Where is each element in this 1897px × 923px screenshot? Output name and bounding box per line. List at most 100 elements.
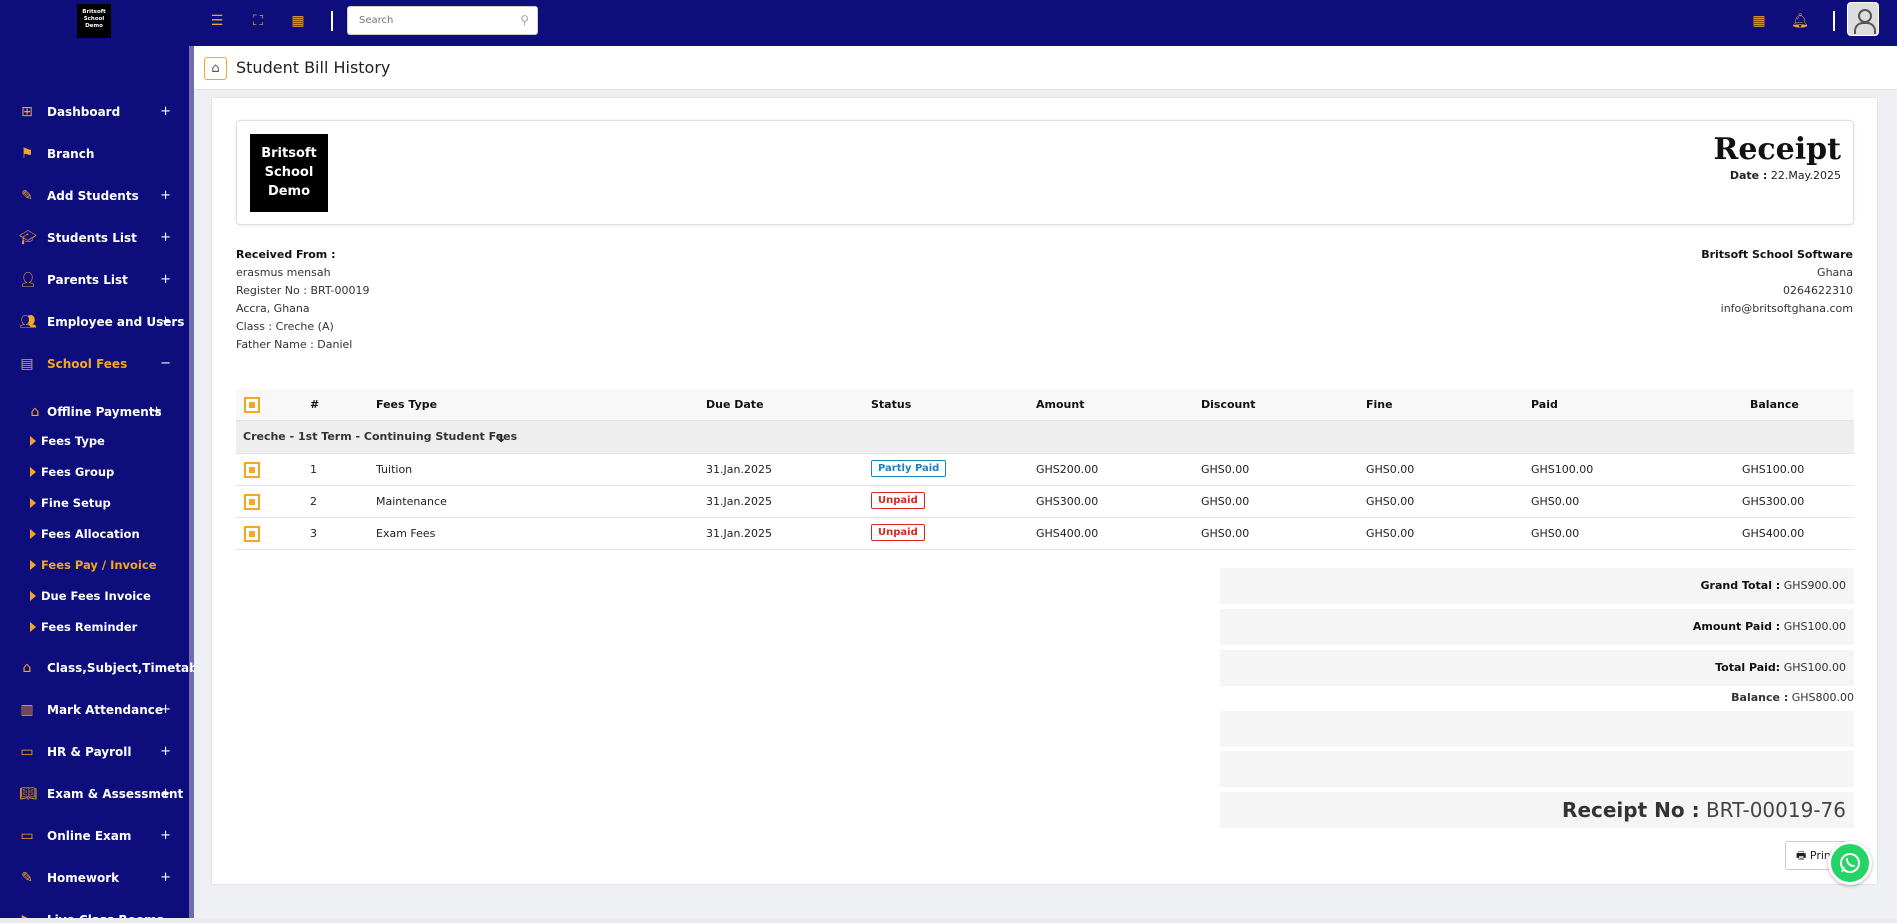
- student-name: erasmus mensah: [236, 266, 331, 279]
- row-fees-type: Maintenance: [376, 495, 447, 508]
- sidebar-subitem-fees-group[interactable]: Fees Group: [0, 460, 188, 486]
- expand-icon: +: [160, 272, 171, 287]
- sidebar-item-offline-payments[interactable]: ⌂ Offline Payments +: [0, 396, 188, 430]
- calendar-icon[interactable]: ▦: [1752, 13, 1766, 29]
- receipt-title: Receipt: [1713, 132, 1841, 167]
- sidebar-subitem-fine-setup[interactable]: Fine Setup: [0, 491, 188, 517]
- fullscreen-icon[interactable]: ⛶: [253, 13, 263, 29]
- col-amount: Amount: [1036, 398, 1085, 411]
- menu-icon[interactable]: ☰: [210, 13, 224, 29]
- video-icon: ▶: [19, 912, 35, 923]
- school-logo: Britsoft School Demo: [250, 134, 328, 212]
- company-info: Britsoft School Software Ghana 026462231…: [1453, 246, 1853, 318]
- status-badge: Partly Paid: [871, 460, 947, 477]
- row-due-date: 31.Jan.2025: [706, 527, 772, 540]
- receipt-number: Receipt No : BRT-00019-76: [1220, 792, 1854, 828]
- row-paid: GHS100.00: [1531, 463, 1594, 476]
- expand-icon: +: [160, 786, 171, 801]
- sidebar-item-exam-assessment[interactable]: 📖︎ Exam & Assessment +: [0, 778, 188, 812]
- table-row: 3 Exam Fees 31.Jan.2025 Unpaid GHS400.00…: [236, 518, 1854, 550]
- sidebar-item-dashboard[interactable]: ⊞ Dashboard +: [0, 96, 188, 130]
- amount-paid: Amount Paid : GHS100.00: [1220, 609, 1854, 645]
- row-no: 2: [310, 495, 317, 508]
- sidebar-item-students-list[interactable]: 🎓︎ Students List +: [0, 222, 188, 256]
- expand-icon: +: [160, 744, 171, 759]
- expand-icon: +: [160, 104, 171, 119]
- school-logo[interactable]: Britsoft School Demo: [77, 4, 111, 38]
- sidebar-item-class-subject-timetable[interactable]: ⌂ Class,Subject,Timetable: [0, 652, 194, 686]
- sidebar-subitem-fees-allocation[interactable]: Fees Allocation: [0, 522, 188, 548]
- edit-icon: ✎: [21, 188, 33, 204]
- chart-icon: ▥: [20, 702, 34, 718]
- caret-right-icon: [30, 436, 36, 446]
- receipt-header: Britsoft School Demo Receipt Date : 22.M…: [236, 120, 1854, 225]
- table-row: 1 Tuition 31.Jan.2025 Partly Paid GHS200…: [236, 454, 1854, 486]
- sidebar-item-label: Branch: [47, 147, 95, 161]
- expand-icon: +: [160, 828, 171, 843]
- receipt-no-value: BRT-00019-76: [1705, 798, 1846, 822]
- group-label: Creche - 1st Term - Continuing Student F…: [243, 430, 518, 443]
- user-avatar[interactable]: [1847, 2, 1879, 36]
- invoice-icon: ▤: [20, 356, 34, 372]
- row-no: 1: [310, 463, 317, 476]
- sidebar-subitem-fees-pay-invoice[interactable]: Fees Pay / Invoice: [0, 553, 188, 579]
- col-discount: Discount: [1201, 398, 1256, 411]
- home-icon: ⌂: [22, 660, 32, 676]
- table-row: 2 Maintenance 31.Jan.2025 Unpaid GHS300.…: [236, 486, 1854, 518]
- sidebar-item-label: Add Students: [47, 189, 139, 203]
- row-paid: GHS0.00: [1531, 495, 1580, 508]
- row-balance: GHS400.00: [1742, 527, 1805, 540]
- sidebar-subitem-label: Fees Group: [41, 465, 115, 479]
- bell-icon[interactable]: 🔔︎: [1791, 13, 1809, 29]
- sidebar-item-parents-list[interactable]: 👤︎ Parents List +: [0, 264, 188, 298]
- calendar-icon[interactable]: ▦: [291, 13, 305, 29]
- row-checkbox[interactable]: [244, 494, 260, 510]
- sidebar-item-label: Exam & Assessment: [47, 787, 184, 801]
- sidebar-scrollbar[interactable]: [189, 46, 194, 923]
- sidebar-item-label: Employee and Users: [47, 315, 185, 329]
- col-fees-type: Fees Type: [376, 398, 438, 411]
- grand-total-value: GHS900.00: [1783, 579, 1846, 592]
- row-discount: GHS0.00: [1201, 527, 1250, 540]
- receipt-date: Date : 22.May.2025: [1730, 169, 1841, 182]
- row-discount: GHS0.00: [1201, 495, 1250, 508]
- monitor-icon: ▭: [20, 828, 34, 844]
- sidebar-item-employee-and-users[interactable]: 👥︎ Employee and Users +: [0, 306, 188, 340]
- sidebar-item-school-fees[interactable]: ▤ School Fees −: [0, 348, 188, 382]
- sidebar-item-label: Students List: [47, 231, 137, 245]
- receipt-no-label: Receipt No :: [1562, 798, 1700, 822]
- bottom-strip: [0, 918, 1897, 923]
- separator: [1833, 11, 1835, 31]
- row-fees-type: Tuition: [376, 463, 413, 476]
- sidebar-item-mark-attendance[interactable]: ▥ Mark Attendance +: [0, 694, 188, 728]
- class: Class : Creche (A): [236, 320, 334, 333]
- row-fine: GHS0.00: [1366, 463, 1415, 476]
- expand-icon: +: [151, 404, 162, 419]
- sidebar-item-add-students[interactable]: ✎ Add Students +: [0, 180, 188, 214]
- empty-total-row: [1220, 751, 1854, 787]
- edit-icon: ✎: [21, 870, 33, 886]
- search-input[interactable]: [348, 7, 508, 34]
- table-header: # Fees Type Due Date Status Amount Disco…: [236, 389, 1854, 421]
- row-checkbox[interactable]: [244, 526, 260, 542]
- sidebar-item-homework[interactable]: ✎ Homework +: [0, 862, 188, 896]
- search-icon[interactable]: ⚲: [520, 13, 529, 27]
- sidebar-item-online-exam[interactable]: ▭ Online Exam +: [0, 820, 188, 854]
- balance-label: Balance :: [1731, 691, 1789, 704]
- row-paid: GHS0.00: [1531, 527, 1580, 540]
- whatsapp-button[interactable]: [1828, 841, 1872, 885]
- sidebar-item-hr-payroll[interactable]: ▭ HR & Payroll +: [0, 736, 188, 770]
- select-all-checkbox[interactable]: [244, 397, 260, 413]
- row-amount: GHS200.00: [1036, 463, 1099, 476]
- sidebar-subitem-label: Fees Allocation: [41, 527, 140, 541]
- caret-right-icon: [30, 560, 36, 570]
- collapse-icon: −: [160, 356, 171, 371]
- sidebar-subitem-due-fees-invoice[interactable]: Due Fees Invoice: [0, 584, 188, 610]
- user-icon: 👤︎: [19, 272, 37, 288]
- caret-right-icon: [30, 591, 36, 601]
- sidebar-item-branch[interactable]: ⚑ Branch: [0, 138, 188, 172]
- home-icon[interactable]: ⌂: [204, 57, 227, 80]
- row-checkbox[interactable]: [244, 462, 260, 478]
- sidebar-subitem-fees-reminder[interactable]: Fees Reminder: [0, 615, 188, 641]
- sidebar-subitem-fees-type[interactable]: Fees Type: [0, 429, 188, 455]
